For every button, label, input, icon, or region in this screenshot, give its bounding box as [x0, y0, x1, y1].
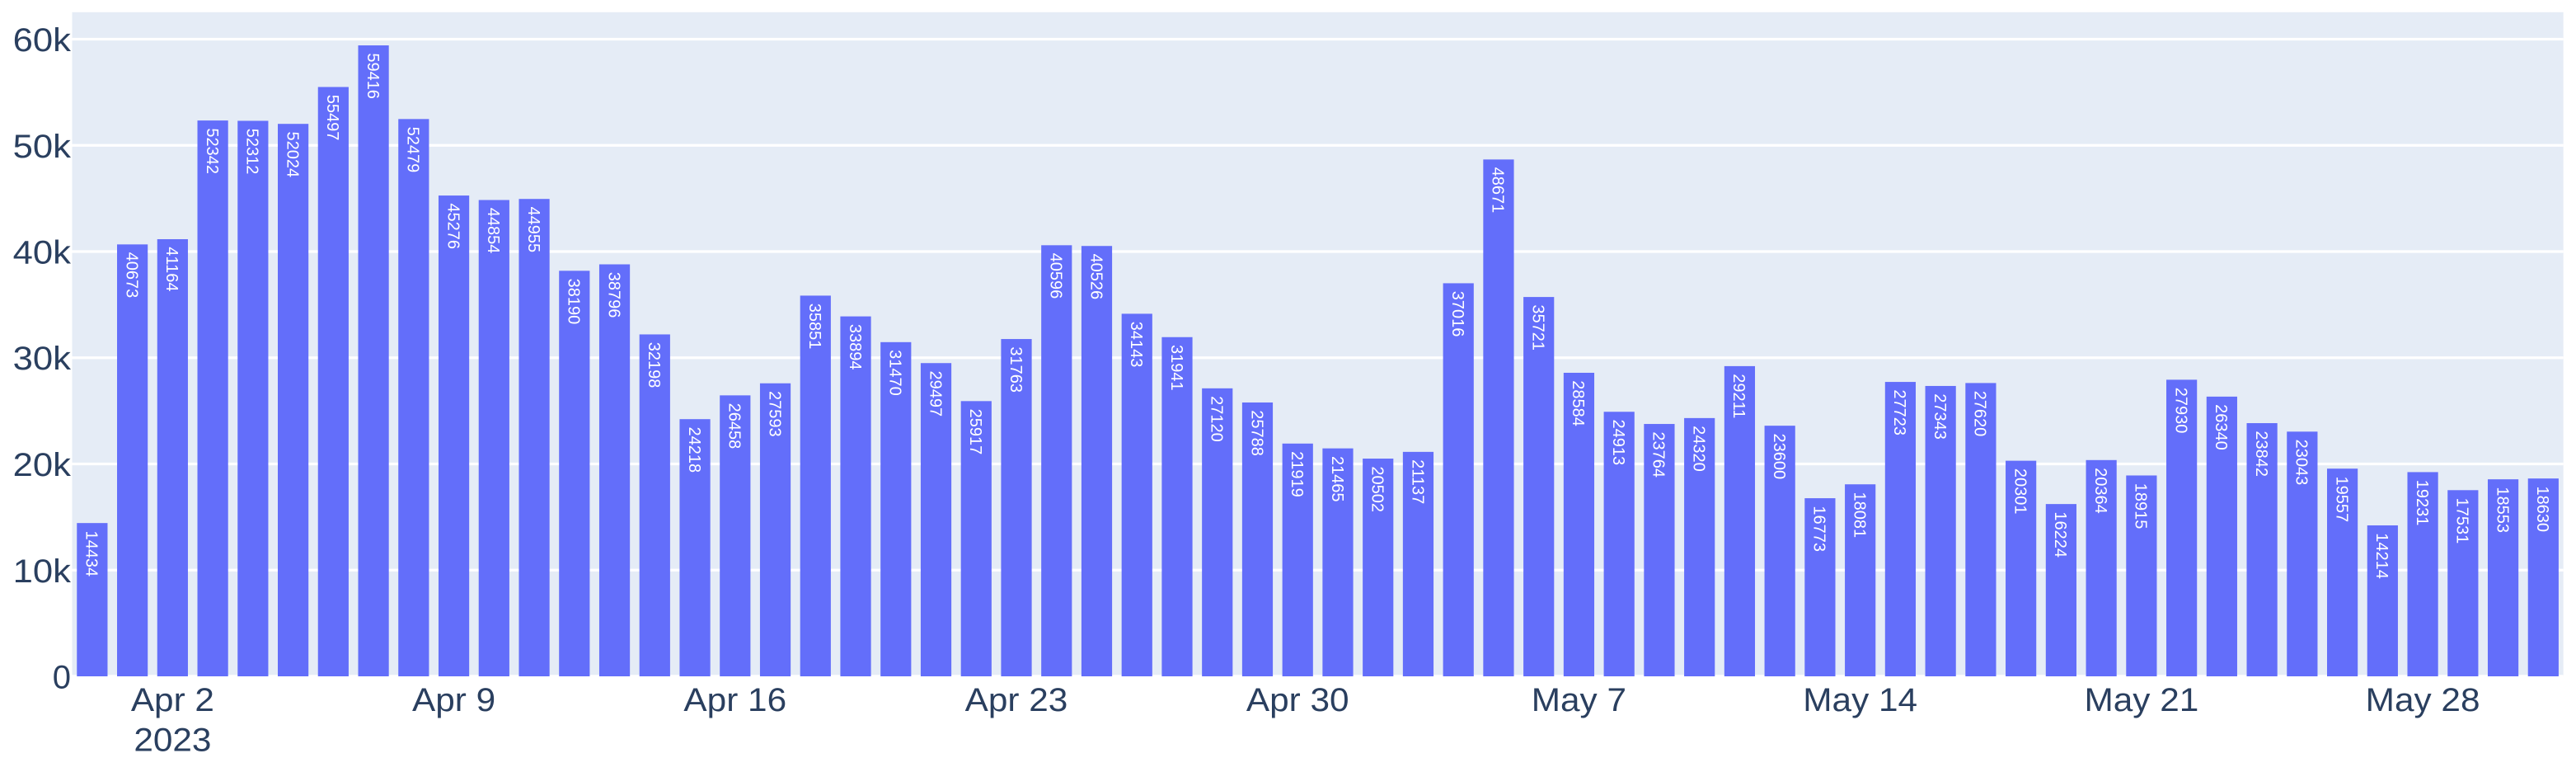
svg-text:38796: 38796: [604, 272, 622, 318]
svg-text:38190: 38190: [565, 279, 583, 325]
svg-text:Apr 23: Apr 23: [965, 682, 1068, 718]
svg-text:10k: 10k: [13, 553, 72, 590]
svg-text:31470: 31470: [886, 350, 904, 396]
svg-text:52342: 52342: [203, 128, 221, 174]
svg-text:18630: 18630: [2533, 486, 2551, 532]
svg-text:26340: 26340: [2212, 404, 2230, 450]
svg-text:25788: 25788: [1247, 410, 1265, 456]
svg-text:Apr 30: Apr 30: [1246, 682, 1349, 718]
svg-text:48671: 48671: [1489, 167, 1507, 214]
svg-text:45276: 45276: [443, 203, 462, 249]
svg-text:27723: 27723: [1890, 389, 1908, 435]
svg-text:40k: 40k: [13, 235, 72, 271]
svg-text:59416: 59416: [364, 53, 382, 99]
svg-text:23842: 23842: [2252, 431, 2270, 477]
svg-text:40526: 40526: [1086, 254, 1105, 300]
svg-text:19557: 19557: [2332, 477, 2350, 523]
svg-text:44955: 44955: [524, 207, 542, 253]
svg-text:35721: 35721: [1529, 304, 1547, 351]
svg-text:23600: 23600: [1770, 433, 1788, 479]
svg-text:24913: 24913: [1609, 420, 1627, 466]
svg-text:55497: 55497: [323, 95, 341, 141]
svg-text:21137: 21137: [1408, 459, 1426, 504]
svg-text:41164: 41164: [162, 247, 181, 291]
svg-text:52024: 52024: [283, 131, 301, 177]
svg-text:19231: 19231: [2413, 480, 2431, 526]
svg-text:27620: 27620: [1971, 391, 1989, 437]
svg-text:28584: 28584: [1569, 380, 1587, 426]
svg-text:16773: 16773: [1810, 506, 1828, 552]
svg-text:44854: 44854: [484, 208, 502, 254]
svg-text:14214: 14214: [2372, 533, 2391, 579]
svg-text:32198: 32198: [645, 342, 663, 388]
svg-text:18915: 18915: [2132, 483, 2150, 530]
svg-text:23764: 23764: [1649, 431, 1668, 478]
svg-text:52479: 52479: [404, 127, 422, 173]
svg-text:27343: 27343: [1931, 393, 1949, 440]
svg-text:27593: 27593: [765, 391, 783, 437]
svg-text:23043: 23043: [2292, 440, 2311, 486]
svg-text:27120: 27120: [1208, 396, 1226, 442]
svg-text:25917: 25917: [966, 409, 984, 455]
svg-text:16224: 16224: [2051, 511, 2069, 558]
svg-text:40673: 40673: [122, 252, 140, 299]
svg-text:29211: 29211: [1729, 374, 1748, 418]
svg-text:31941: 31941: [1167, 345, 1185, 391]
svg-text:0: 0: [53, 660, 71, 696]
svg-text:52312: 52312: [243, 129, 261, 175]
svg-text:60k: 60k: [13, 22, 72, 59]
svg-text:35851: 35851: [805, 304, 823, 350]
svg-text:2023: 2023: [134, 723, 211, 759]
svg-text:50k: 50k: [13, 129, 72, 165]
svg-text:20502: 20502: [1368, 466, 1387, 512]
svg-text:20364: 20364: [2091, 468, 2109, 514]
svg-text:31763: 31763: [1006, 346, 1025, 393]
svg-text:24218: 24218: [685, 426, 703, 473]
svg-text:34143: 34143: [1127, 322, 1145, 368]
svg-text:27930: 27930: [2171, 388, 2189, 434]
svg-text:33894: 33894: [846, 324, 864, 370]
svg-text:17531: 17531: [2453, 498, 2471, 544]
svg-text:May 21: May 21: [2085, 682, 2199, 718]
svg-text:Apr 9: Apr 9: [412, 682, 495, 718]
svg-text:37016: 37016: [1448, 291, 1466, 337]
svg-text:Apr 16: Apr 16: [683, 682, 786, 718]
svg-text:20k: 20k: [13, 447, 72, 483]
svg-text:Apr 2: Apr 2: [131, 682, 214, 718]
svg-text:18553: 18553: [2493, 487, 2511, 533]
svg-text:20301: 20301: [2011, 468, 2029, 515]
svg-text:18081: 18081: [1850, 492, 1868, 539]
svg-text:21465: 21465: [1328, 456, 1346, 502]
svg-text:May 14: May 14: [1803, 682, 1917, 718]
svg-text:21919: 21919: [1288, 451, 1306, 497]
svg-text:24320: 24320: [1689, 426, 1707, 472]
svg-text:30k: 30k: [13, 341, 72, 377]
svg-text:29497: 29497: [926, 371, 944, 417]
svg-text:May 7: May 7: [1532, 682, 1626, 718]
svg-text:14434: 14434: [82, 530, 101, 577]
svg-text:40596: 40596: [1047, 253, 1065, 299]
svg-text:May 28: May 28: [2366, 682, 2480, 718]
svg-text:26458: 26458: [725, 403, 744, 450]
